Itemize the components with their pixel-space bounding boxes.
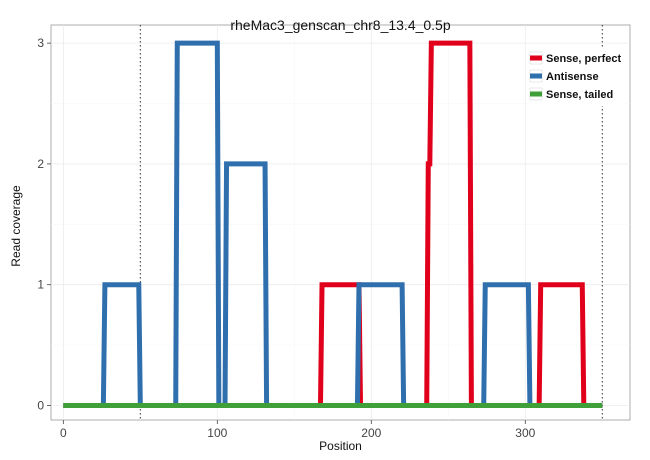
legend-label: Antisense	[546, 71, 599, 83]
legend-label: Sense, tailed	[546, 89, 613, 101]
legend: Sense, perfect Antisense Sense, tailed	[527, 48, 623, 106]
y-tick-label: 0	[37, 399, 44, 413]
series-line-sense-perfect	[63, 40, 603, 408]
chart-title: rheMac3_genscan_chr8_13.4_0.5p	[230, 17, 450, 33]
legend-box	[527, 48, 623, 106]
y-tick-label: 2	[37, 157, 44, 171]
x-tick-label: 300	[515, 426, 535, 440]
legend-label: Sense, perfect	[546, 53, 622, 65]
y-tick-label: 3	[37, 36, 44, 50]
y-tick-label: 1	[37, 278, 44, 292]
x-tick-label: 0	[60, 426, 67, 440]
axes: 0 100 200 300 0 1 2 3	[37, 36, 535, 440]
series-lines	[63, 40, 603, 408]
x-tick-label: 200	[361, 426, 381, 440]
series-line-antisense	[63, 40, 603, 408]
y-axis-title: Read coverage	[9, 185, 23, 267]
x-tick-label: 100	[207, 426, 227, 440]
x-axis-title: Position	[319, 439, 362, 453]
